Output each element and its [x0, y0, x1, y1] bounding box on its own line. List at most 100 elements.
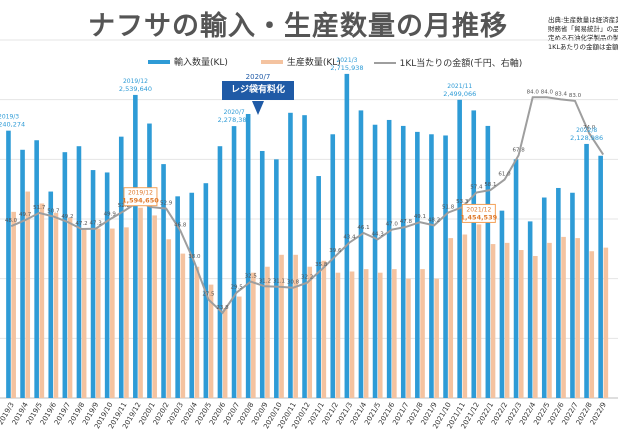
callout-date: 2020/7 — [245, 73, 271, 81]
bar-production — [194, 266, 200, 398]
bar-import — [274, 159, 279, 398]
bar-import — [104, 172, 110, 398]
bar-production — [180, 253, 186, 398]
bar-production — [39, 203, 45, 398]
bar-import — [6, 130, 11, 398]
price-label: 32.5 — [245, 274, 258, 280]
bar-import — [217, 146, 223, 398]
price-label: 43.4 — [343, 235, 356, 241]
data-label-box — [461, 203, 496, 223]
price-label: 38.0 — [188, 254, 201, 260]
bar-production — [279, 254, 284, 398]
price-label: 39.6 — [329, 248, 342, 254]
bar-production — [124, 227, 129, 398]
price-label: 49.2 — [61, 214, 73, 220]
price-label: 67.8 — [513, 147, 526, 153]
data-label-date: 2022/8 — [576, 127, 597, 134]
source-line: 定める石油化学製品の製造 — [548, 34, 618, 42]
legend-item-import: 輸入数量(KL) — [148, 55, 228, 68]
bar-production — [377, 272, 383, 398]
bar-import — [386, 119, 392, 398]
price-label: 49.1 — [414, 214, 426, 220]
price-label: 51.7 — [33, 205, 46, 211]
bar-import — [118, 136, 124, 398]
bar-import — [288, 112, 293, 398]
price-label: 53.3 — [456, 199, 469, 205]
data-label-date: 2019/3 — [0, 114, 19, 121]
bar-import — [429, 134, 434, 399]
bar-production — [547, 242, 552, 398]
callout-arrow-icon — [252, 101, 264, 115]
bar-production — [434, 278, 439, 398]
bar-import — [20, 149, 25, 398]
legend-label-price: 1KL当たりの金額(千円、右軸) — [399, 59, 523, 70]
bar-import — [527, 221, 533, 398]
bar-production — [95, 228, 101, 398]
bar-import — [415, 131, 420, 399]
bar-production — [349, 271, 355, 398]
bar-production — [166, 239, 172, 398]
data-label-box — [123, 187, 158, 207]
bar-import — [90, 170, 96, 398]
bar-import — [499, 210, 505, 398]
data-label-date: 2021/3 — [336, 57, 357, 64]
callout-box: レジ袋有料化 — [222, 81, 294, 100]
bar-import — [443, 135, 448, 398]
price-label: 50.7 — [47, 208, 60, 214]
data-label-date: 2020/7 — [224, 109, 245, 116]
bar-import — [584, 143, 589, 398]
bar-import — [34, 140, 39, 399]
bar-production — [561, 236, 566, 398]
data-label-date: 2021/12 — [466, 206, 491, 213]
bar-import — [513, 159, 519, 398]
bar-import — [302, 115, 307, 399]
price-label: 48.0 — [5, 218, 18, 224]
bar-import — [330, 134, 336, 399]
price-label: 31.2 — [259, 278, 271, 284]
bar-production — [448, 238, 454, 398]
bar-import — [344, 73, 350, 398]
bar-import — [471, 110, 477, 398]
source-line: 出典:生産数量は経済産業省 — [548, 16, 618, 24]
bar-production — [575, 238, 580, 398]
price-label: 29.5 — [231, 284, 244, 290]
bar-import — [570, 192, 575, 398]
bar-import — [161, 164, 166, 398]
bar-import — [400, 125, 406, 399]
bar-production — [251, 272, 256, 398]
data-label-date: 2019/12 — [128, 190, 153, 197]
price-label: 58.1 — [484, 182, 496, 188]
bar-production — [307, 266, 313, 398]
bar-production — [589, 251, 595, 398]
bar-production — [110, 228, 115, 398]
price-label: 46.8 — [174, 222, 187, 228]
data-label-date: 2021/11 — [447, 83, 472, 90]
bar-production — [363, 269, 369, 398]
bar-production — [67, 217, 73, 398]
legend-item-production: 生産数量(KL) — [260, 55, 341, 68]
price-label: 49.9 — [104, 211, 117, 217]
legend-label-production: 生産数量(KL) — [286, 58, 341, 68]
bar-production — [335, 272, 341, 398]
price-label: 47.8 — [400, 219, 413, 225]
legend: 輸入数量(KL) 生産数量(KL) 1KL当たりの金額(千円、右軸) — [148, 55, 552, 69]
bar-production — [490, 244, 496, 398]
data-label-value: 2,128,986 — [570, 134, 603, 142]
bar-import — [358, 110, 364, 398]
price-label: 84.0 — [541, 89, 554, 95]
price-label: 32.2 — [301, 275, 313, 281]
bar-import — [147, 123, 152, 399]
price-label: 57.4 — [470, 185, 483, 191]
data-label-date: 2019/12 — [123, 78, 148, 85]
source-line: 財務省「貿易統計」の品目2 — [548, 25, 618, 33]
bar-import — [372, 124, 378, 398]
bar-import — [598, 155, 603, 398]
price-label: 49.7 — [19, 212, 32, 218]
legend-item-price: 1KL当たりの金額(千円、右軸) — [373, 56, 523, 70]
price-label: 51.8 — [442, 205, 455, 211]
bar-production — [420, 269, 425, 398]
data-label-value: 2,278,388 — [218, 116, 251, 124]
price-label: 47.0 — [386, 222, 399, 228]
bar-import — [259, 150, 265, 398]
